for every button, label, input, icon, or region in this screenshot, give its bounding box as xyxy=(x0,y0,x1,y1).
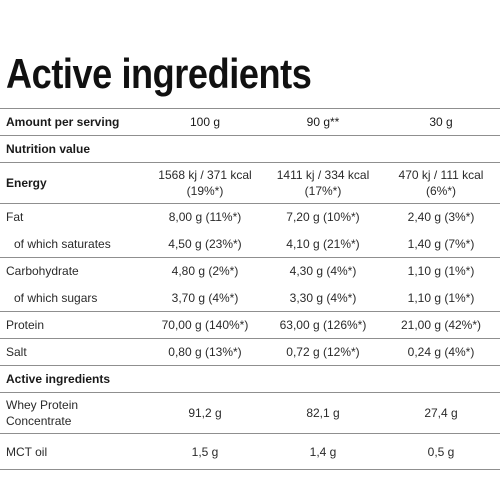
cell-energy-100g-line1: 1568 kj / 371 kcal xyxy=(158,168,252,182)
row-label-carbohydrate: Carbohydrate xyxy=(0,257,146,285)
cell-carbohydrate-100g: 4,80 g (2%*) xyxy=(146,257,264,285)
cell-energy-90g-line1: 1411 kj / 334 kcal xyxy=(276,168,370,182)
cell-salt-90g: 0,72 g (12%*) xyxy=(264,338,382,366)
cell-energy-90g: 1411 kj / 334 kcal (17%*) xyxy=(264,162,382,204)
cell-mct-30g: 0,5 g xyxy=(382,433,500,470)
table-row-saturates: of which saturates 4,50 g (23%*) 4,10 g … xyxy=(0,231,500,258)
row-label-saturates: of which saturates xyxy=(14,236,111,251)
cell-whey-30g: 27,4 g xyxy=(382,392,500,434)
row-label-sugars: of which sugars xyxy=(14,290,98,305)
table-row-salt: Salt 0,80 g (13%*) 0,72 g (12%*) 0,24 g … xyxy=(0,338,500,366)
cell-sugars-90g: 3,30 g (4%*) xyxy=(289,290,357,305)
nutrition-table: Amount per serving 100 g 90 g** 30 g Nut… xyxy=(0,108,500,470)
header-amount-per-serving: Amount per serving xyxy=(0,108,146,136)
cell-energy-30g-line2: (6%*) xyxy=(425,184,456,198)
cell-protein-100g: 70,00 g (140%*) xyxy=(146,311,264,339)
cell-fat-30g: 2,40 g (3%*) xyxy=(382,203,500,231)
section-row-active: Active ingredients xyxy=(0,365,500,393)
cell-mct-90g: 1,4 g xyxy=(264,433,382,470)
row-label-energy: Energy xyxy=(0,162,146,204)
cell-energy-30g: 470 kj / 111 kcal (6%*) xyxy=(382,162,500,204)
row-label-protein: Protein xyxy=(0,311,146,339)
header-100g: 100 g xyxy=(146,108,264,136)
table-row-energy: Energy 1568 kj / 371 kcal (19%*) 1411 kj… xyxy=(0,162,500,204)
row-label-whey-line1: Whey Protein xyxy=(6,398,79,412)
row-label-mct: MCT oil xyxy=(0,433,146,470)
row-label-whey-line2: Concentrate xyxy=(6,414,72,428)
page-title: Active ingredients xyxy=(6,50,312,97)
table-row-fat: Fat 8,00 g (11%*) 7,20 g (10%*) 2,40 g (… xyxy=(0,203,500,231)
row-label-whey: Whey Protein Concentrate xyxy=(0,392,146,434)
section-title-nutrition: Nutrition value xyxy=(0,135,500,163)
cell-carbohydrate-30g: 1,10 g (1%*) xyxy=(382,257,500,285)
cell-energy-100g: 1568 kj / 371 kcal (19%*) xyxy=(146,162,264,204)
cell-saturates-100g: 4,50 g (23%*) xyxy=(168,236,242,251)
cell-fat-100g: 8,00 g (11%*) xyxy=(146,203,264,231)
section-title-active: Active ingredients xyxy=(0,365,500,393)
cell-whey-90g: 82,1 g xyxy=(264,392,382,434)
cell-saturates-30g: 1,40 g (7%*) xyxy=(407,236,475,251)
section-row-nutrition: Nutrition value xyxy=(0,135,500,163)
header-30g: 30 g xyxy=(382,108,500,136)
cell-protein-30g: 21,00 g (42%*) xyxy=(382,311,500,339)
cell-protein-90g: 63,00 g (126%*) xyxy=(264,311,382,339)
cell-sugars-30g: 1,10 g (1%*) xyxy=(407,290,475,305)
table-row-mct: MCT oil 1,5 g 1,4 g 0,5 g xyxy=(0,433,500,470)
cell-energy-100g-line2: (19%*) xyxy=(186,184,224,198)
row-label-fat: Fat xyxy=(0,203,146,231)
cell-whey-100g: 91,2 g xyxy=(146,392,264,434)
table-header-row: Amount per serving 100 g 90 g** 30 g xyxy=(0,108,500,136)
row-label-salt: Salt xyxy=(0,338,146,366)
table-row-sugars: of which sugars 3,70 g (4%*) 3,30 g (4%*… xyxy=(0,285,500,312)
cell-mct-100g: 1,5 g xyxy=(146,433,264,470)
cell-fat-90g: 7,20 g (10%*) xyxy=(264,203,382,231)
cell-salt-100g: 0,80 g (13%*) xyxy=(146,338,264,366)
cell-energy-30g-line1: 470 kj / 111 kcal xyxy=(398,168,484,182)
cell-energy-90g-line2: (17%*) xyxy=(304,184,342,198)
table-row-whey: Whey Protein Concentrate 91,2 g 82,1 g 2… xyxy=(0,392,500,434)
cell-carbohydrate-90g: 4,30 g (4%*) xyxy=(264,257,382,285)
cell-saturates-90g: 4,10 g (21%*) xyxy=(286,236,360,251)
cell-sugars-100g: 3,70 g (4%*) xyxy=(171,290,239,305)
cell-salt-30g: 0,24 g (4%*) xyxy=(382,338,500,366)
header-90g: 90 g** xyxy=(264,108,382,136)
table-row-protein: Protein 70,00 g (140%*) 63,00 g (126%*) … xyxy=(0,311,500,339)
table-row-carbohydrate: Carbohydrate 4,80 g (2%*) 4,30 g (4%*) 1… xyxy=(0,257,500,285)
